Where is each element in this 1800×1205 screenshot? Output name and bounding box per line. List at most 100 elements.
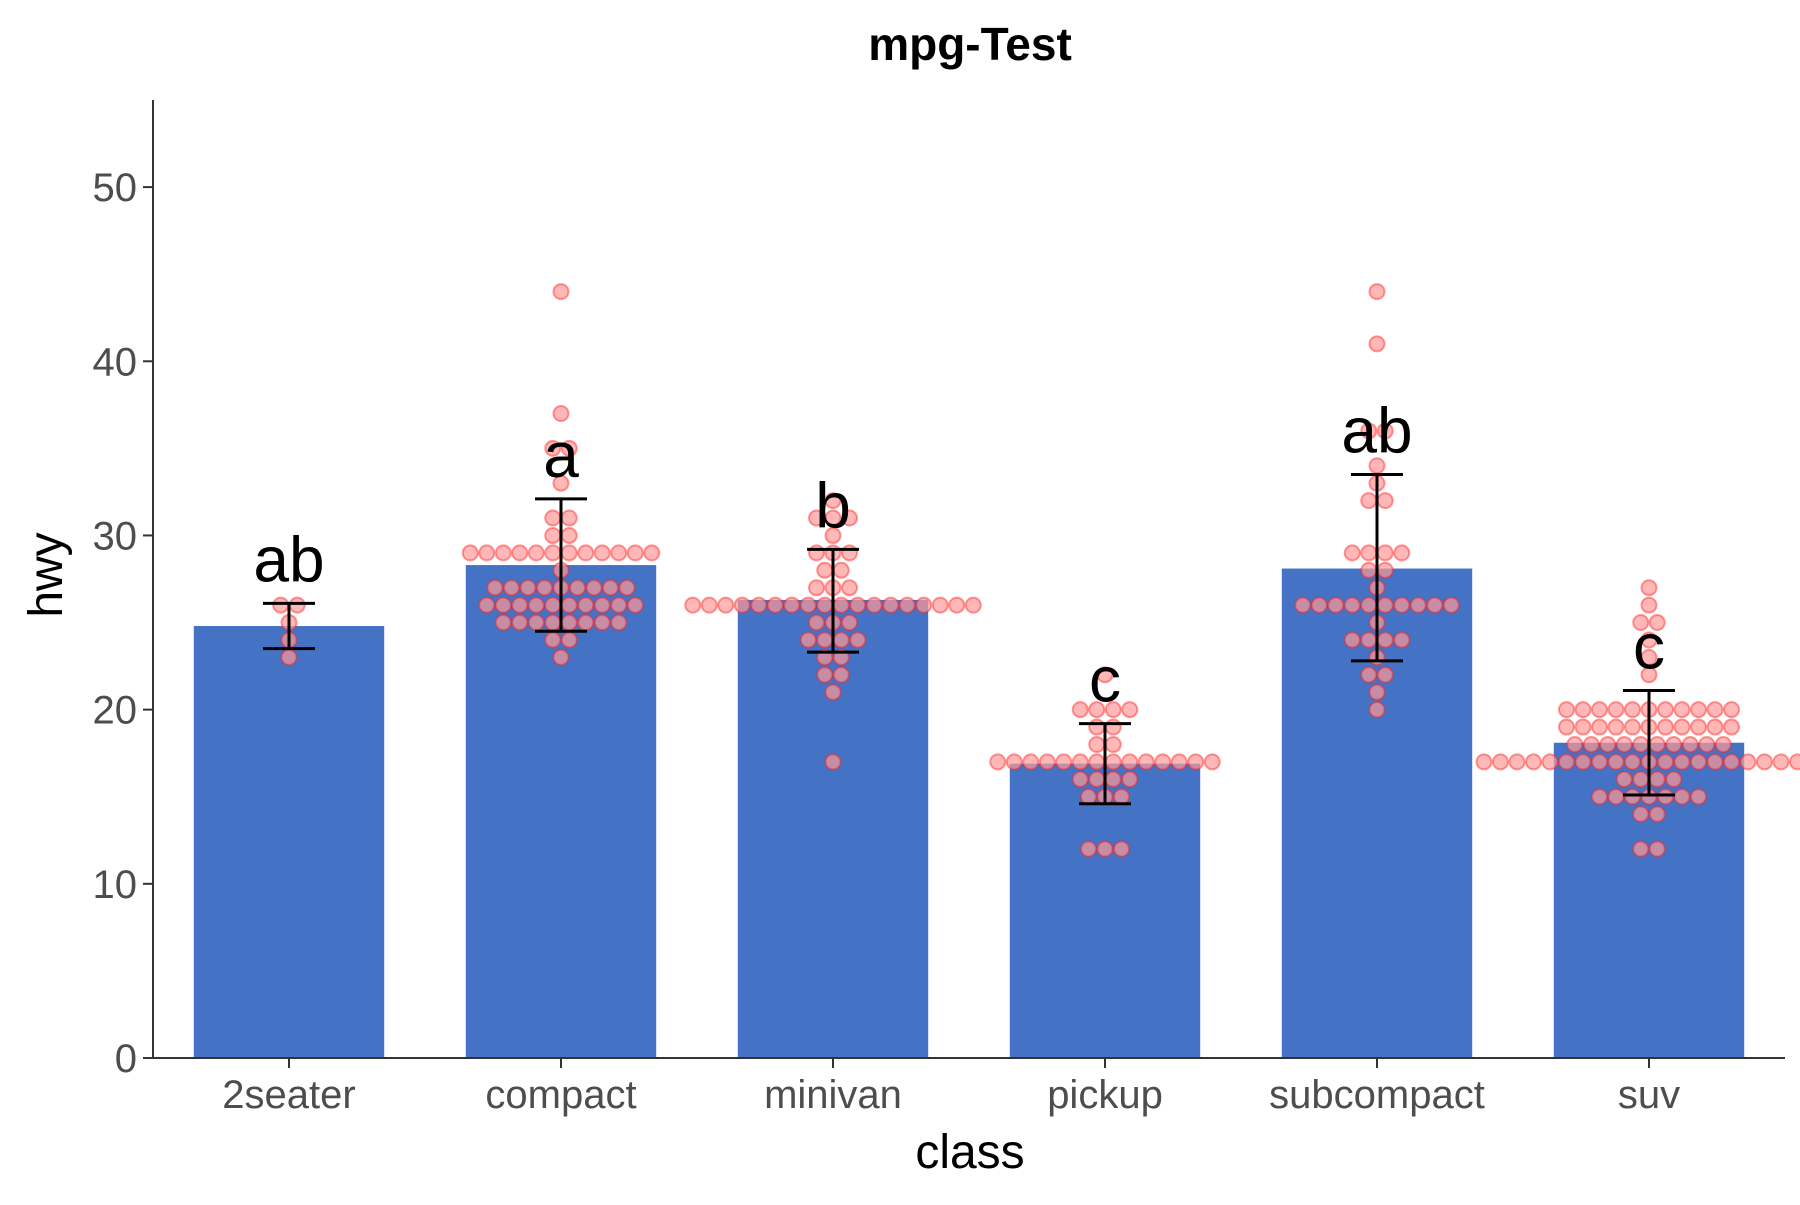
data-point-suv <box>1648 840 1666 858</box>
data-point-subcompact <box>1409 596 1427 614</box>
data-point-suv <box>1558 718 1575 736</box>
significance-letter-2seater: ab <box>253 523 324 595</box>
significance-letter-compact: a <box>543 419 579 491</box>
data-point-minivan <box>684 596 702 614</box>
data-point-compact <box>560 509 578 527</box>
data-point-suv <box>1690 753 1707 771</box>
data-point-suv <box>1648 805 1666 823</box>
data-point-subcompact <box>1376 561 1394 579</box>
data-point-minivan <box>700 596 718 614</box>
data-point-pickup <box>1187 753 1205 771</box>
x-axis-title: class <box>915 1126 1024 1179</box>
data-point-compact <box>527 544 545 562</box>
data-point-pickup <box>1104 701 1122 719</box>
data-point-pickup <box>1088 753 1106 771</box>
error-bar-compact <box>535 497 587 633</box>
data-point-suv <box>1624 788 1641 806</box>
data-point-compact <box>503 579 520 597</box>
error-bar-pickup <box>1079 722 1131 806</box>
data-point-suv <box>1624 753 1641 771</box>
data-point-suv <box>1706 718 1724 736</box>
data-point-suv <box>1582 735 1600 753</box>
data-point-compact <box>610 614 628 632</box>
data-point-suv <box>1640 666 1658 684</box>
data-point-subcompact <box>1368 335 1386 353</box>
data-point-compact <box>577 596 595 614</box>
data-point-pickup <box>1080 840 1097 858</box>
data-point-subcompact <box>1393 631 1411 649</box>
data-point-suv <box>1541 753 1559 771</box>
error-bar-suv <box>1623 688 1675 797</box>
data-point-compact <box>494 596 512 614</box>
data-point-suv <box>1632 614 1650 632</box>
data-point-minivan <box>816 561 834 579</box>
y-tick-label: 50 <box>93 166 138 210</box>
data-point-pickup <box>1104 735 1122 753</box>
data-point-minivan <box>816 666 834 684</box>
data-point-minivan <box>824 753 842 771</box>
data-point-suv <box>1723 701 1740 719</box>
data-point-subcompact <box>1343 631 1361 649</box>
significance-letter-suv: c <box>1633 610 1665 682</box>
error-bar-minivan <box>807 547 859 654</box>
data-point-compact <box>560 596 578 614</box>
data-point-compact <box>544 631 562 649</box>
x-tick-label-compact: compact <box>485 1073 636 1117</box>
significance-letter-pickup: c <box>1089 644 1121 716</box>
data-point-pickup <box>1088 701 1106 719</box>
data-point-pickup <box>1080 788 1097 806</box>
data-point-pickup <box>1113 840 1130 858</box>
data-point-suv <box>1574 701 1592 719</box>
data-point-minivan <box>841 544 858 562</box>
bar-minivan <box>737 599 929 1058</box>
data-point-subcompact <box>1360 596 1378 614</box>
data-point-suv <box>1632 840 1650 858</box>
data-point-suv <box>1657 718 1674 736</box>
data-point-suv <box>1632 805 1650 823</box>
data-point-2seater <box>272 596 290 614</box>
data-point-suv <box>1574 753 1592 771</box>
data-point-minivan <box>832 596 850 614</box>
y-tick-label: 0 <box>115 1037 137 1081</box>
data-point-minivan <box>824 492 842 510</box>
y-tick-label: 20 <box>93 689 138 733</box>
data-point-suv <box>1525 753 1542 771</box>
data-point-compact <box>527 614 545 632</box>
data-point-2seater <box>280 648 298 666</box>
data-point-suv <box>1789 753 1800 771</box>
data-point-suv <box>1690 701 1707 719</box>
data-point-minivan <box>799 596 817 614</box>
data-point-pickup <box>1088 770 1106 788</box>
data-point-compact <box>626 596 644 614</box>
data-point-subcompact <box>1376 544 1394 562</box>
data-point-pickup <box>1121 770 1139 788</box>
data-point-compact <box>478 544 496 562</box>
data-point-suv <box>1723 718 1740 736</box>
data-point-compact <box>577 614 595 632</box>
data-point-subcompact <box>1376 666 1394 684</box>
data-point-compact <box>560 526 578 544</box>
data-point-compact <box>577 544 595 562</box>
data-point-suv <box>1566 735 1584 753</box>
data-point-minivan <box>717 596 735 614</box>
data-point-suv <box>1558 701 1575 719</box>
data-point-suv <box>1681 735 1699 753</box>
data-point-suv <box>1772 753 1790 771</box>
data-point-suv <box>1624 701 1641 719</box>
data-point-subcompact <box>1376 596 1394 614</box>
x-tick-label-minivan: minivan <box>764 1073 902 1117</box>
data-point-minivan <box>849 596 867 614</box>
x-tick-label-suv: suv <box>1618 1073 1680 1117</box>
data-point-compact <box>552 648 570 666</box>
data-point-suv <box>1624 718 1641 736</box>
data-point-minivan <box>832 561 850 579</box>
data-point-minivan <box>783 596 801 614</box>
data-point-suv <box>1607 788 1625 806</box>
data-point-compact <box>544 614 562 632</box>
x-tick-label-2seater: 2seater <box>222 1073 355 1117</box>
data-point-pickup <box>989 753 1007 771</box>
data-point-minivan <box>841 509 858 527</box>
data-point-pickup <box>1104 753 1122 771</box>
data-point-subcompact <box>1368 283 1386 301</box>
